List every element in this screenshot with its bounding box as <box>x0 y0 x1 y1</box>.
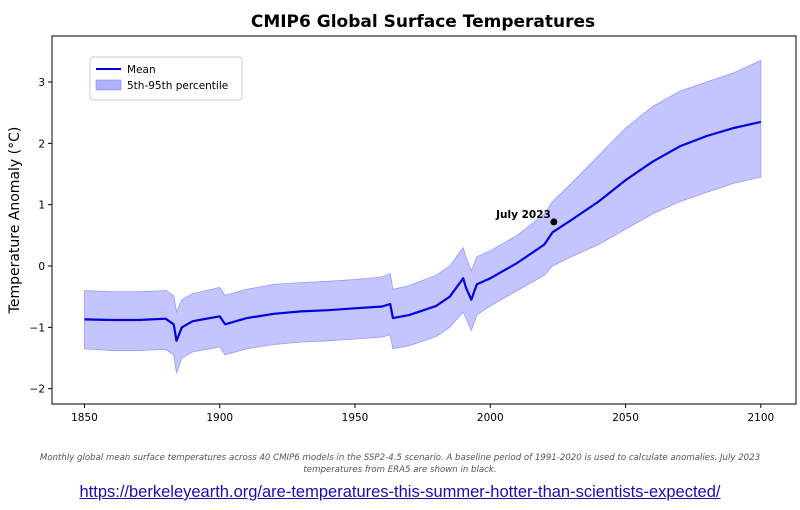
y-tick-label: 2 <box>38 138 45 150</box>
chart-title: CMIP6 Global Surface Temperatures <box>251 12 595 32</box>
legend: Mean 5th-95th percentile <box>89 56 243 101</box>
axis-ticks: 1850 1900 1950 2000 2050 2100 −2 −1 0 1 2 3 <box>30 77 775 424</box>
y-axis-label: Temperature Anomaly (°C) <box>7 127 23 315</box>
x-tick-label: 1850 <box>71 412 98 424</box>
percentile-band <box>84 59 762 374</box>
legend-box <box>89 56 243 101</box>
y-tick-label: −2 <box>30 384 45 396</box>
july-2023-marker <box>550 218 558 226</box>
legend-label-percentile: 5th-95th percentile <box>127 80 228 92</box>
mean-line <box>84 120 762 342</box>
x-tick-label: 2050 <box>612 412 639 424</box>
y-tick-label: 3 <box>38 77 45 89</box>
x-tick-label: 2000 <box>477 412 504 424</box>
plot-frame <box>51 35 797 405</box>
y-tick-label: 0 <box>38 261 45 273</box>
legend-label-mean: Mean <box>127 64 156 76</box>
july-2023-label: July 2023 <box>495 209 551 221</box>
x-tick-label: 1900 <box>206 412 233 424</box>
x-tick-label: 1950 <box>342 412 369 424</box>
plot-area: July 2023 <box>84 59 762 374</box>
temperature-chart: CMIP6 Global Surface Temperatures Temper… <box>7 12 797 424</box>
y-tick-label: −1 <box>30 322 45 334</box>
x-tick-label: 2100 <box>747 412 774 424</box>
y-tick-label: 1 <box>38 200 45 212</box>
legend-swatch-percentile <box>95 79 122 91</box>
source-link[interactable]: https://berkeleyearth.org/are-temperatur… <box>79 483 721 501</box>
figure-caption: Monthly global mean surface temperatures… <box>39 453 761 475</box>
